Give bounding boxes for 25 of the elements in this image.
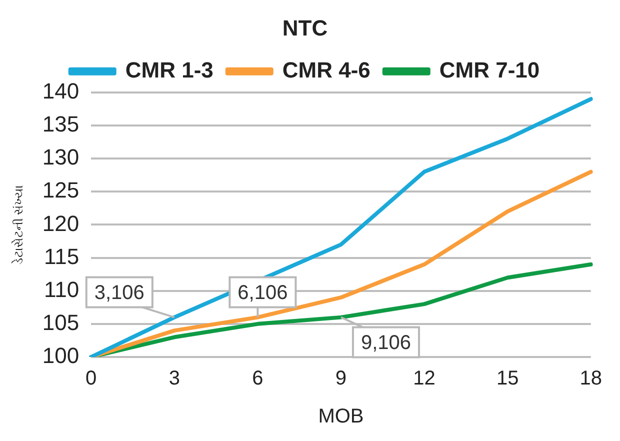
y-tick-label: 135 bbox=[42, 112, 80, 137]
annotation: 9,106 bbox=[360, 332, 412, 354]
y-tick-label: 105 bbox=[42, 310, 80, 335]
annotation: 6,106 bbox=[238, 282, 288, 304]
x-tick-label: 0 bbox=[86, 368, 97, 390]
legend-label: CMR 4-6 bbox=[282, 57, 370, 82]
y-tick-label: 125 bbox=[42, 178, 80, 203]
legend-label: CMR 7-10 bbox=[439, 57, 540, 82]
y-tick-label: 115 bbox=[44, 244, 80, 269]
y-tick-label: 100 bbox=[42, 343, 80, 368]
y-tick-label: 130 bbox=[42, 144, 80, 170]
y-axis-title: ડેટાસેટની સંખ્યા bbox=[11, 184, 26, 265]
x-tick-label: 15 bbox=[496, 368, 519, 390]
x-tick-label: 18 bbox=[580, 368, 602, 390]
y-tick-label: 140 bbox=[42, 78, 80, 104]
legend-label: CMR 1-3 bbox=[125, 57, 214, 82]
x-tick-label: 6 bbox=[252, 368, 264, 390]
x-axis-title: MOB bbox=[318, 406, 364, 428]
x-tick-label: 3 bbox=[168, 368, 180, 390]
y-tick-label: 120 bbox=[42, 210, 80, 236]
annotation: 3,106 bbox=[94, 282, 144, 304]
y-tick-label: 110 bbox=[44, 276, 80, 302]
chart-title: NTC bbox=[282, 15, 328, 40]
x-tick-label: 12 bbox=[413, 368, 436, 390]
x-tick-label: 9 bbox=[335, 368, 347, 390]
